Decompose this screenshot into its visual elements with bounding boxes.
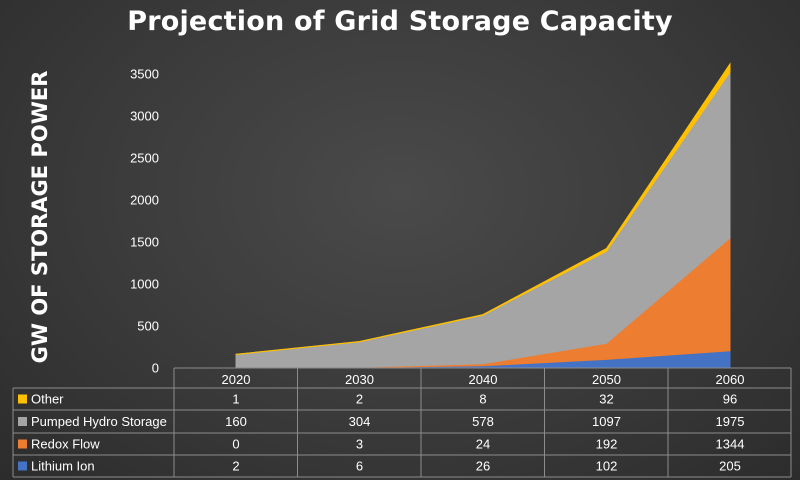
table-cell-value: 1	[232, 392, 239, 407]
table-cell-value: 3	[356, 437, 363, 452]
table-cell-value: 1344	[716, 437, 745, 452]
x-category-label: 2040	[469, 372, 498, 387]
y-tick-label: 1000	[130, 277, 159, 292]
legend-swatch-lithium-ion	[18, 461, 27, 471]
table-cell-value: 192	[596, 437, 618, 452]
table-cell-value: 32	[599, 392, 613, 407]
area-series-group	[235, 62, 731, 369]
table-cell-value: 102	[596, 459, 618, 474]
y-tick-label: 3000	[130, 109, 159, 124]
table-cell-value: 304	[349, 414, 371, 429]
table-cell-value: 1975	[716, 414, 745, 429]
legend-swatch-pumped-hydro-storage	[18, 417, 27, 426]
table-cell-value: 26	[476, 459, 490, 474]
legend-label-lithium-ion: Lithium Ion	[31, 459, 95, 474]
table-cell-value: 578	[472, 414, 494, 429]
table-cell-value: 160	[225, 414, 247, 429]
table-cell-value: 1097	[592, 414, 621, 429]
x-category-label: 2020	[222, 372, 251, 387]
y-tick-label: 2000	[130, 193, 159, 208]
area-other	[235, 62, 731, 355]
x-category-label: 2060	[716, 372, 745, 387]
table-cell-value: 8	[479, 392, 486, 407]
table-cell-value: 6	[356, 459, 363, 474]
y-tick-label: 3500	[130, 67, 159, 82]
table-cell-value: 24	[476, 437, 490, 452]
y-axis-ticks: 0 500 1000 1500 2000 2500 3000 3500	[130, 67, 159, 376]
legend-swatch-other	[18, 394, 27, 404]
table-cell-value: 205	[719, 459, 741, 474]
y-tick-label: 2500	[130, 151, 159, 166]
legend-label-pumped-hydro-storage: Pumped Hydro Storage	[31, 414, 167, 429]
table-cell-value: 96	[723, 392, 737, 407]
x-category-label: 2030	[345, 372, 374, 387]
table-cell-value: 2	[356, 392, 363, 407]
table-cell-value: 0	[232, 437, 239, 452]
x-category-label: 2050	[592, 372, 621, 387]
legend-swatch-redox-flow	[18, 439, 27, 449]
y-tick-label: 0	[152, 361, 159, 376]
table-cell-value: 2	[232, 459, 239, 474]
legend-label-other: Other	[31, 392, 64, 407]
y-tick-label: 500	[137, 319, 159, 334]
y-tick-label: 1500	[130, 235, 159, 250]
legend-label-redox-flow: Redox Flow	[31, 437, 100, 452]
chart-title: Projection of Grid Storage Capacity	[127, 6, 673, 37]
